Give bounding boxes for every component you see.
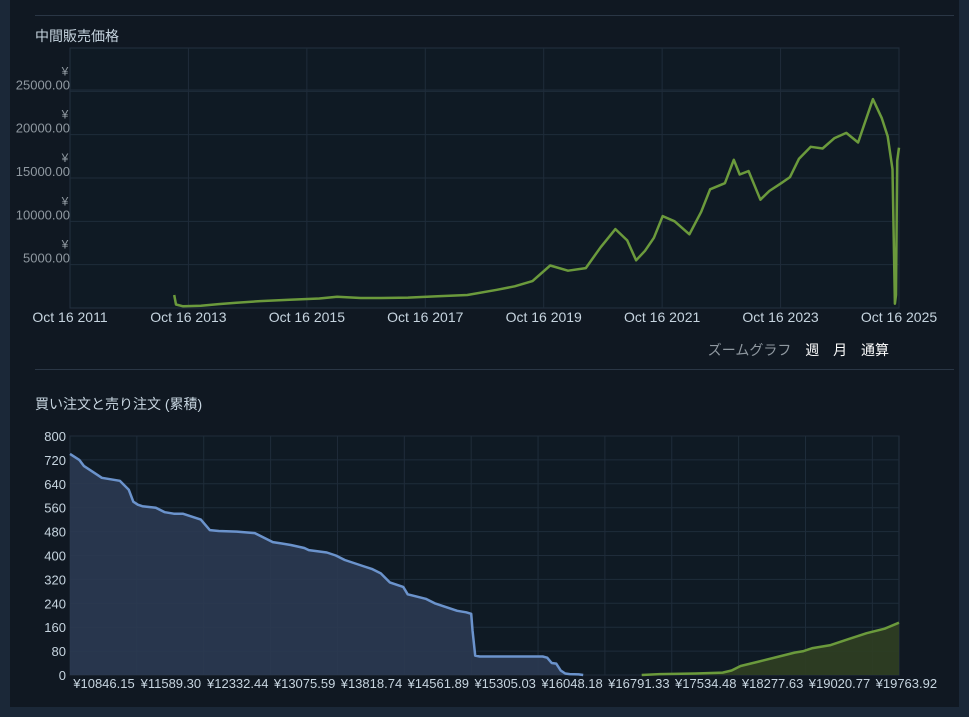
x-tick-label: ¥17534.48 bbox=[674, 676, 736, 691]
market-panel: 中間販売価格 ¥5000.00 ¥10000.00 ¥15000.00 ¥20000.… bbox=[10, 0, 959, 707]
x-tick-label: ¥19020.77 bbox=[808, 676, 870, 691]
y-tick-label: 720 bbox=[44, 453, 66, 468]
x-tick-label: Oct 16 2013 bbox=[150, 309, 226, 325]
zoom-controls: ズームグラフ 週 月 通算 bbox=[708, 340, 889, 360]
y-tick-currency: ¥ bbox=[61, 151, 69, 165]
price-chart-title: 中間販売価格 bbox=[35, 28, 119, 44]
x-tick-label: Oct 16 2021 bbox=[624, 309, 700, 325]
y-tick-label: 10000.00 bbox=[16, 207, 70, 222]
x-tick-label: ¥13818.74 bbox=[340, 676, 402, 691]
sell-orders-area bbox=[641, 622, 899, 675]
x-tick-label: ¥11589.30 bbox=[140, 676, 202, 691]
x-tick-label: Oct 16 2017 bbox=[387, 309, 463, 325]
y-tick-label: 80 bbox=[52, 644, 66, 659]
x-tick-label: ¥18277.63 bbox=[741, 676, 803, 691]
y-tick-label: 400 bbox=[44, 549, 66, 564]
top-divider bbox=[35, 15, 954, 16]
y-tick-label: 20000.00 bbox=[16, 121, 70, 136]
y-tick-label: 0 bbox=[59, 668, 66, 683]
y-tick-currency: ¥ bbox=[61, 64, 69, 78]
x-tick-label: ¥13075.59 bbox=[273, 676, 335, 691]
y-tick-label: 240 bbox=[44, 596, 66, 611]
y-tick-label: 25000.00 bbox=[16, 77, 70, 92]
x-tick-label: ¥16048.18 bbox=[540, 676, 602, 691]
buy-orders-line bbox=[69, 452, 584, 677]
y-tick-label: 640 bbox=[44, 477, 66, 492]
y-tick-currency: ¥ bbox=[61, 194, 69, 208]
y-tick-currency: ¥ bbox=[61, 238, 69, 252]
zoom-lifetime-button[interactable]: 通算 bbox=[861, 342, 889, 358]
median-price-chart[interactable]: ¥5000.00¥10000.00¥15000.00¥20000.00¥2500… bbox=[10, 0, 959, 340]
zoom-month-button[interactable]: 月 bbox=[833, 342, 848, 358]
middle-divider bbox=[35, 369, 954, 370]
buy-orders-area bbox=[70, 453, 584, 675]
y-tick-label: 480 bbox=[44, 525, 66, 540]
x-tick-label: Oct 16 2011 bbox=[32, 309, 107, 325]
x-tick-label: ¥19763.92 bbox=[875, 676, 937, 691]
x-tick-label: Oct 16 2015 bbox=[269, 309, 345, 325]
order-depth-chart[interactable]: 0 80 160 240 320 400 480 560 640 720 800 ¥10846.15 ¥… bbox=[10, 0, 959, 707]
x-tick-label: ¥12332.44 bbox=[206, 676, 268, 691]
y-tick-label: 15000.00 bbox=[16, 164, 70, 179]
zoom-week-button[interactable]: 週 bbox=[805, 342, 820, 358]
x-tick-label: Oct 16 2023 bbox=[742, 309, 818, 325]
x-tick-label: Oct 16 2019 bbox=[506, 309, 582, 325]
y-tick-label: 560 bbox=[44, 501, 66, 516]
price-line bbox=[172, 97, 901, 308]
y-tick-label: 5000.00 bbox=[23, 251, 70, 266]
zoom-label: ズームグラフ bbox=[707, 342, 792, 358]
x-tick-label: Oct 16 2025 bbox=[861, 309, 937, 325]
x-tick-label: ¥14561.89 bbox=[407, 676, 469, 691]
y-tick-label: 160 bbox=[44, 620, 66, 635]
x-tick-label: ¥10846.15 bbox=[72, 676, 134, 691]
y-tick-label: 320 bbox=[44, 572, 66, 587]
x-tick-label: ¥16791.33 bbox=[607, 676, 669, 691]
y-tick-label: 800 bbox=[44, 429, 66, 444]
sell-orders-line bbox=[641, 621, 900, 677]
orders-chart-title: 買い注文と売り注文 (累積) bbox=[35, 396, 203, 412]
y-tick-currency: ¥ bbox=[61, 108, 69, 122]
x-tick-label: ¥15305.03 bbox=[473, 676, 535, 691]
